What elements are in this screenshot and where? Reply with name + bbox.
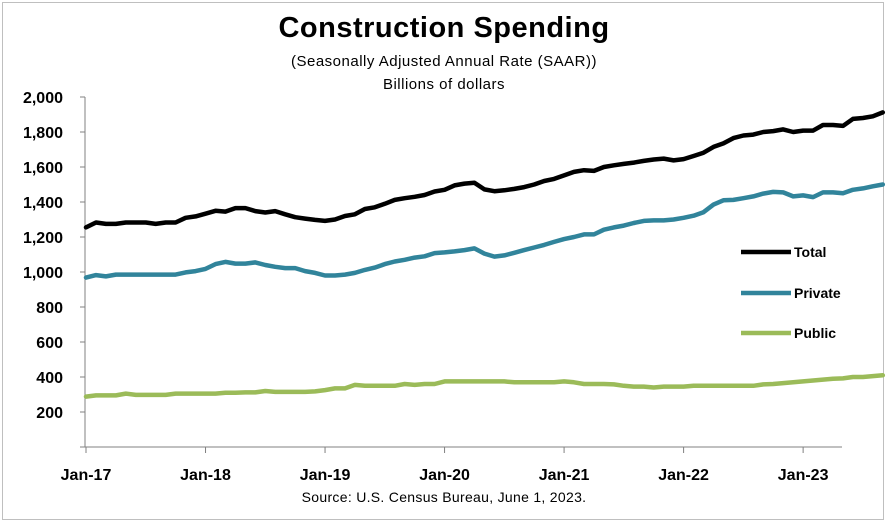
chart-axes: 200 400 600 800 1,000 1,200 1,400 1,600 1,800 2,0…: [23, 90, 842, 484]
y-tick-label: 1,600: [23, 160, 63, 177]
chart-legend: Total Private Public: [741, 244, 841, 341]
y-tick-label: 1,400: [23, 195, 63, 212]
y-tick-label: 400: [36, 370, 63, 387]
source-note: Source: U.S. Census Bureau, June 1, 2023…: [301, 489, 587, 505]
y-tick-label: 1,800: [23, 125, 63, 142]
y-tick-label: 200: [36, 405, 63, 422]
x-tick-label: Jan-22: [658, 467, 709, 484]
series-line-public: [83, 373, 886, 399]
series-line-total: [83, 110, 886, 230]
legend-label-public: Public: [794, 325, 836, 341]
chart-subtitle: (Seasonally Adjusted Annual Rate (SAAR)): [291, 53, 597, 70]
x-tick-label: Jan-20: [419, 467, 470, 484]
series-line-private: [83, 182, 886, 280]
x-tick-label: Jan-19: [300, 467, 351, 484]
legend-label-private: Private: [794, 285, 841, 301]
x-tick-label: Jan-23: [778, 467, 829, 484]
x-tick-label: Jan-18: [180, 467, 231, 484]
chart-title: Construction Spending: [278, 12, 610, 44]
chart-units: Billions of dollars: [382, 76, 506, 93]
y-tick-label: 800: [36, 300, 63, 317]
x-tick-label: Jan-17: [61, 467, 112, 484]
y-tick-label: 1,200: [23, 230, 63, 247]
y-tick-label: 1,000: [23, 265, 63, 282]
x-tick-label: Jan-21: [539, 467, 590, 484]
chart-lines: [83, 110, 886, 399]
y-tick-label: 2,000: [23, 90, 63, 107]
legend-label-total: Total: [794, 244, 826, 260]
y-tick-label: 600: [36, 335, 63, 352]
